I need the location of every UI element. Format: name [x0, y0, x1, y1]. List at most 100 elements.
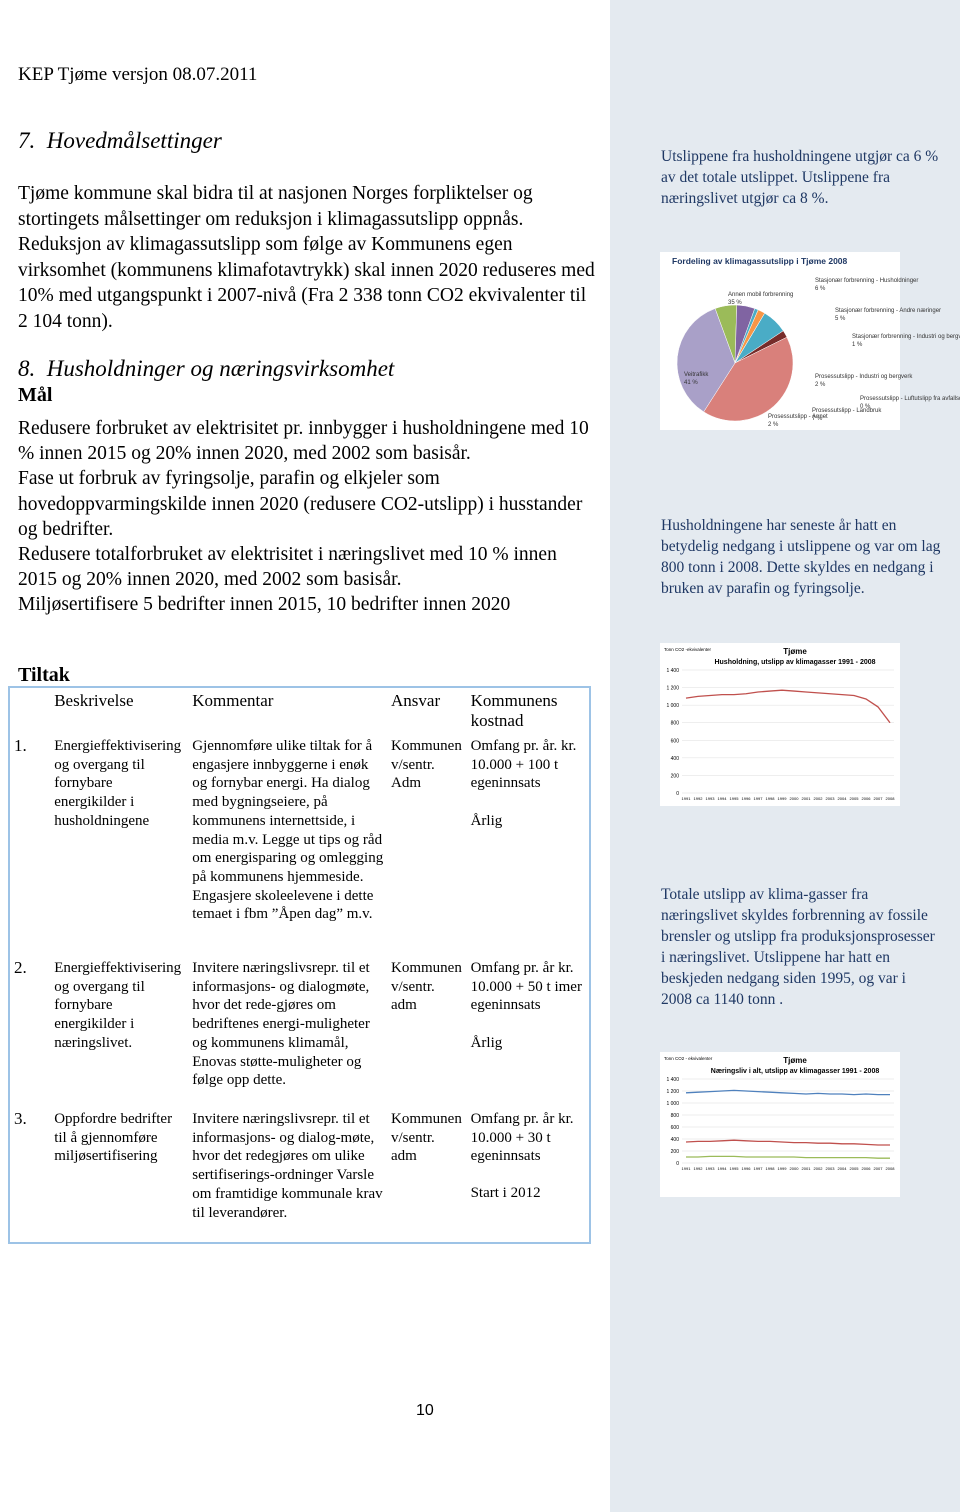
slice-label: Annen mobil forbrenning 35 %: [728, 292, 793, 306]
table-cell: Invitere næringslivsrepr. til et informa…: [192, 960, 370, 1089]
table-row: 1. Energieffektivisering og overgang til …: [10, 735, 589, 957]
section-title: Hovedmålsettinger: [46, 128, 222, 153]
y-tick-label: 1 000: [666, 1101, 679, 1107]
cell-text: Årlig: [470, 1035, 503, 1052]
series-line: [685, 689, 891, 724]
table-cell: Energieffektivisering og overgang til fo…: [54, 738, 182, 829]
slice-label: Stasjonær forbrenning - Husholdninger 6 %: [815, 278, 918, 292]
table-cell: Kommunen v/sentr. adm: [391, 1111, 462, 1165]
figure-background: [660, 1052, 900, 1197]
subheading: Tiltak: [18, 664, 70, 686]
x-tick-label: 1995: [730, 796, 740, 801]
x-tick-label: 2001: [802, 796, 812, 801]
figure-title: Fordeling av klimagassutslipp i Tjøme 20…: [672, 256, 848, 266]
x-tick-label: 2004: [838, 796, 848, 801]
cell-text: Start i 2012: [470, 1185, 541, 1202]
slice-name: Prosessutslipp - Industri og bergverk: [815, 374, 913, 380]
x-tick-label: 1991: [682, 1166, 692, 1171]
x-tick-label: 2001: [802, 1166, 812, 1171]
y-tick-label: 1 200: [666, 1089, 679, 1095]
sidebar-paragraph: Utslippene fra husholdningene utgjør ca …: [661, 148, 939, 207]
slice-name: Stasjonær forbrenning - Husholdninger: [815, 278, 918, 284]
section-heading: 8. Husholdninger og næringsvirksomhet: [18, 356, 394, 382]
table-cell: Gjennomføre ulike tiltak for å engasjere…: [192, 738, 384, 923]
x-tick-label: 2005: [850, 796, 860, 801]
paragraph: Fase ut forbruk av fyringsolje, parafin …: [18, 468, 583, 540]
slice-name: Prosessutslipp - Luftutslipp fra avfalls…: [860, 396, 960, 402]
paragraph: Redusere totalforbruket av elektrisitet …: [18, 544, 557, 591]
x-tick-label: 1991: [682, 796, 692, 801]
slice-value: 2 %: [768, 422, 779, 428]
table-cell: Oppfordre bedrifter til å gjennomføre mi…: [54, 1111, 173, 1165]
x-tick-label: 2007: [874, 1166, 884, 1171]
figure-title: Tjøme: [783, 1056, 807, 1065]
figure-subtitle: Næringsliv i alt, utslipp av klimagasser…: [711, 1068, 880, 1075]
cell-text: Omfang pr. år kr. 10.000 + 50 t imer ege…: [470, 960, 582, 1014]
x-tick-label: 1997: [754, 796, 764, 801]
x-tick-label: 2005: [850, 1166, 860, 1171]
subheading: Mål: [18, 384, 53, 406]
paragraph: Tjøme kommune skal bidra til at nasjonen…: [18, 183, 533, 230]
x-tick-label: 2006: [862, 796, 872, 801]
paragraph: Redusere forbruket av elektrisitet pr. i…: [18, 418, 589, 465]
table-cell: Invitere næringslivsrepr. til et informa…: [192, 1111, 383, 1221]
cell-text: Omfang pr. år kr. 10.000 + 30 t egeninns…: [470, 1111, 574, 1165]
x-tick-label: 1993: [706, 1166, 716, 1171]
x-tick-label: 2003: [826, 1166, 836, 1171]
y-tick-label: 800: [671, 1113, 680, 1119]
x-tick-label: 1994: [718, 1166, 728, 1171]
table-cell: 3.: [14, 1109, 27, 1128]
table-cell: 1.: [14, 736, 27, 755]
x-tick-label: 1998: [766, 796, 776, 801]
section-number: 8.: [18, 356, 36, 381]
slice-label: Stasjonær forbrenning - Andre næringer 5 …: [835, 308, 941, 322]
slice-value: 35 %: [728, 300, 742, 306]
paragraph: Miljøsertifisere 5 bedrifter innen 2015,…: [18, 594, 511, 616]
x-tick-label: 1999: [778, 796, 788, 801]
y-tick-label: 0: [676, 1161, 679, 1167]
table-cell: Kommunen v/sentr. Adm: [391, 738, 462, 792]
slice-label: Prosessutslipp - Industri og bergverk 2 %: [815, 374, 913, 388]
slice-name: Prosessutslipp - Landbruk: [812, 408, 882, 414]
table-frame: Beskrivelse Kommentar Ansvar Kommunens kost…: [8, 686, 591, 1244]
x-tick-label: 1996: [742, 796, 752, 801]
x-tick-label: 1995: [730, 1166, 740, 1171]
x-tick-label: 2002: [814, 1166, 824, 1171]
figure-background: [660, 643, 900, 806]
slice-name: Stasjonær forbrenning - Industri og berg…: [852, 334, 960, 340]
x-tick-label: 2003: [826, 796, 836, 801]
page-number: 10: [416, 1402, 434, 1419]
slice-label: Prosessutslipp - Landbruk 7 %: [812, 408, 882, 422]
header-cell: Kommunens kostnad: [470, 691, 558, 730]
y-tick-label: 200: [671, 1149, 680, 1155]
y-tick-label: 0: [676, 791, 679, 797]
header-cell: Beskrivelse: [54, 691, 134, 710]
section-heading: 7. Hovedmålsettinger: [18, 128, 222, 154]
x-tick-label: 2000: [790, 796, 800, 801]
table-cell: Omfang pr. år kr. 10.000 + 50 t imer ege…: [467, 957, 589, 1108]
x-tick-label: 2008: [886, 1166, 896, 1171]
slice-value: 2 %: [815, 382, 826, 388]
figure-title: Tjøme: [783, 647, 807, 656]
y-tick-label: 400: [671, 1137, 680, 1143]
x-tick-label: 2004: [838, 1166, 848, 1171]
table: Beskrivelse Kommentar Ansvar Kommunens kost…: [10, 688, 589, 1244]
slice-name: Prosessutslipp - Annet: [768, 414, 828, 420]
table-row: 3. Oppfordre bedrifter til å gjennomføre …: [10, 1108, 589, 1244]
series-line: [685, 1089, 890, 1096]
slice-value: 5 %: [835, 316, 846, 322]
slice-label: Veitrafikk 41 %: [684, 372, 709, 386]
header-row: Beskrivelse Kommentar Ansvar Kommunens kost…: [10, 688, 589, 735]
y-tick-label: 800: [671, 721, 680, 727]
slice-label: Stasjonær forbrenning - Industri og berg…: [852, 334, 960, 348]
y-tick-label: 1 000: [666, 703, 679, 709]
table-cell: 2.: [14, 958, 27, 977]
slice-name: Stasjonær forbrenning - Andre næringer: [835, 308, 941, 314]
pie-slice: [703, 336, 794, 422]
slice-label: Prosessutslipp - Luftutslipp fra avfalls…: [860, 396, 960, 410]
table-row: 2. Energieffektivisering og overgang til …: [10, 957, 589, 1108]
y-tick-label: 200: [671, 773, 680, 779]
table-cell: Energieffektivisering og overgang til fo…: [54, 960, 182, 1051]
header-cell: Ansvar: [391, 691, 441, 710]
